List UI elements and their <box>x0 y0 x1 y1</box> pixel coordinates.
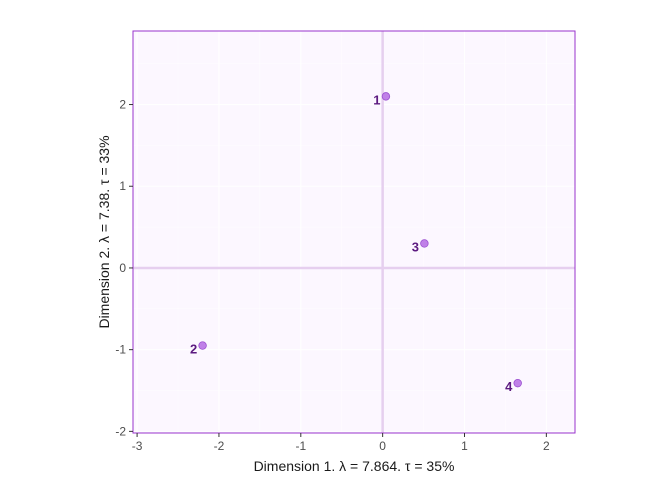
point-label: 1 <box>373 92 380 107</box>
x-axis-title: Dimension 1. λ = 7.864. τ = 35% <box>254 458 455 474</box>
data-points: 1 2 3 4 <box>190 92 522 394</box>
data-point <box>420 239 429 248</box>
x-tick-label: 0 <box>379 439 386 453</box>
x-tick-label: -3 <box>132 439 143 453</box>
y-tick-label: 0 <box>119 261 126 275</box>
data-point <box>198 341 207 350</box>
axis-ticks: -3 -2 -1 0 1 2 -2 -1 0 1 2 <box>115 98 550 453</box>
plot-border <box>132 30 576 434</box>
point-label: 4 <box>505 379 513 394</box>
plot-panel <box>133 31 575 433</box>
x-tick-label: -1 <box>295 439 306 453</box>
y-tick-label: 2 <box>119 98 126 112</box>
y-tick-label: -2 <box>115 424 126 438</box>
x-tick-label: 2 <box>543 439 550 453</box>
x-tick-label: 1 <box>461 439 468 453</box>
y-axis-title: Dimension 2. λ = 7.38. τ = 33% <box>96 135 112 328</box>
point-label: 3 <box>412 239 419 254</box>
y-tick-label: 1 <box>119 179 126 193</box>
data-point <box>513 378 522 388</box>
y-tick-label: -1 <box>115 343 126 357</box>
point-label: 2 <box>190 342 197 357</box>
x-tick-label: -2 <box>214 439 225 453</box>
data-point <box>381 92 391 101</box>
